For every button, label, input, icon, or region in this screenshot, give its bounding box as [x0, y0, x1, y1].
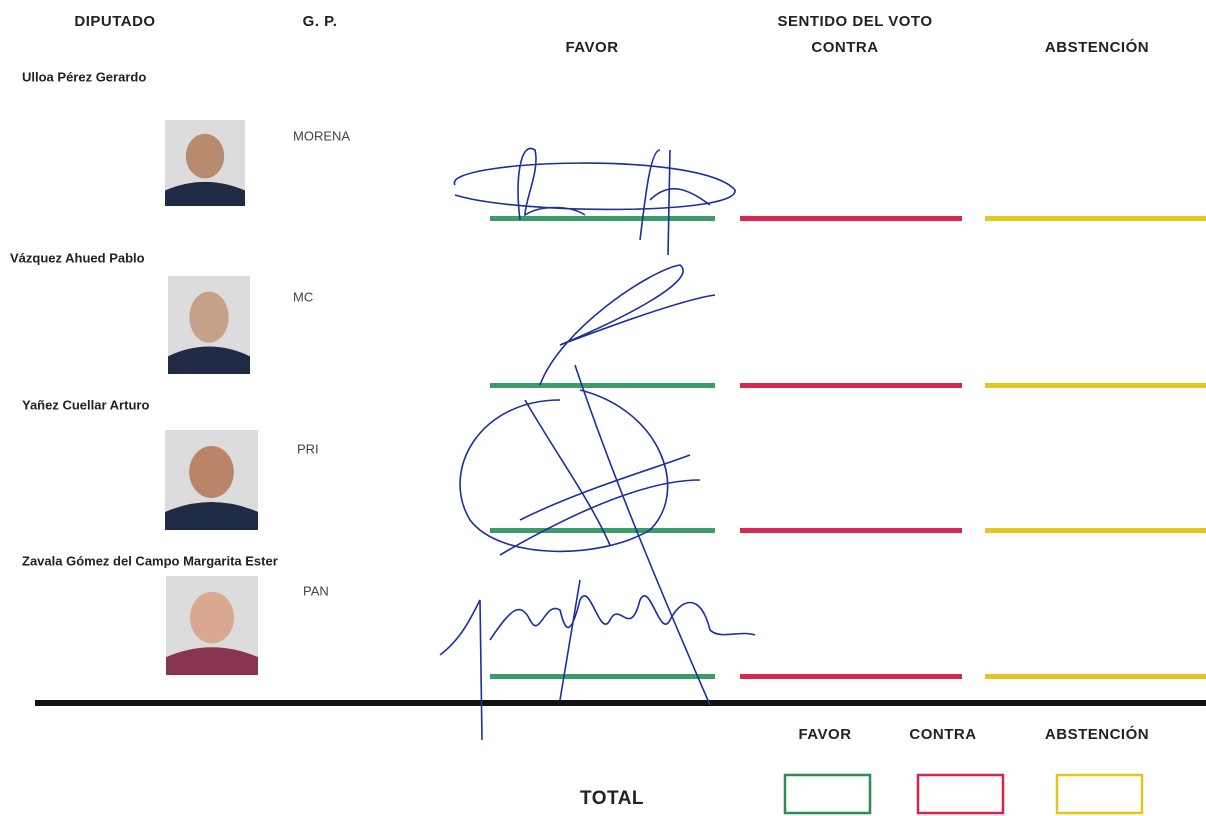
vote-line-contra — [740, 674, 962, 679]
total-label: ABSTENCIÓN — [1045, 725, 1149, 743]
total-label: FAVOR — [798, 726, 851, 743]
column-header: G. P. — [303, 13, 338, 30]
total-title: TOTAL — [580, 788, 644, 809]
vote-line-favor — [490, 383, 715, 388]
signature — [454, 147, 736, 256]
vote-line-contra — [740, 383, 962, 388]
photo-face — [185, 133, 225, 179]
party: PAN — [303, 583, 329, 598]
deputy-name: Zavala Gómez del Campo Margarita Ester — [22, 553, 278, 568]
column-header: FAVOR — [565, 39, 618, 56]
total-box-abstencion — [1055, 773, 1144, 815]
party: PRI — [297, 441, 319, 456]
vote-line-contra — [740, 528, 962, 533]
vote-line-abstencion — [985, 383, 1206, 388]
deputy-name: Ulloa Pérez Gerardo — [22, 69, 146, 84]
photo-body — [165, 502, 258, 530]
total-label: CONTRA — [909, 726, 976, 743]
vote-line-favor — [490, 674, 715, 679]
party: MC — [293, 289, 313, 304]
vote-line-abstencion — [985, 216, 1206, 221]
deputy-name: Yañez Cuellar Arturo — [22, 397, 149, 412]
photo-face — [189, 291, 229, 343]
photo-body — [168, 346, 250, 374]
vote-line-abstencion — [985, 528, 1206, 533]
column-header: CONTRA — [811, 39, 878, 56]
signature — [459, 264, 716, 706]
photo-body — [166, 647, 258, 675]
photo-body — [165, 181, 245, 206]
group-header: SENTIDO DEL VOTO — [778, 13, 933, 30]
deputy-name: Vázquez Ahued Pablo — [10, 250, 145, 265]
signature — [439, 579, 756, 741]
party: MORENA — [293, 128, 350, 143]
column-header: ABSTENCIÓN — [1045, 38, 1149, 56]
vote-line-contra — [740, 216, 962, 221]
divider — [35, 700, 1206, 706]
total-box-favor — [783, 773, 872, 815]
vote-line-favor — [490, 216, 715, 221]
signatures — [439, 147, 756, 741]
total-box-contra — [916, 773, 1005, 815]
photo-face — [189, 446, 234, 498]
photo-face — [189, 591, 235, 644]
column-header: DIPUTADO — [74, 13, 155, 30]
vote-line-abstencion — [985, 674, 1206, 679]
